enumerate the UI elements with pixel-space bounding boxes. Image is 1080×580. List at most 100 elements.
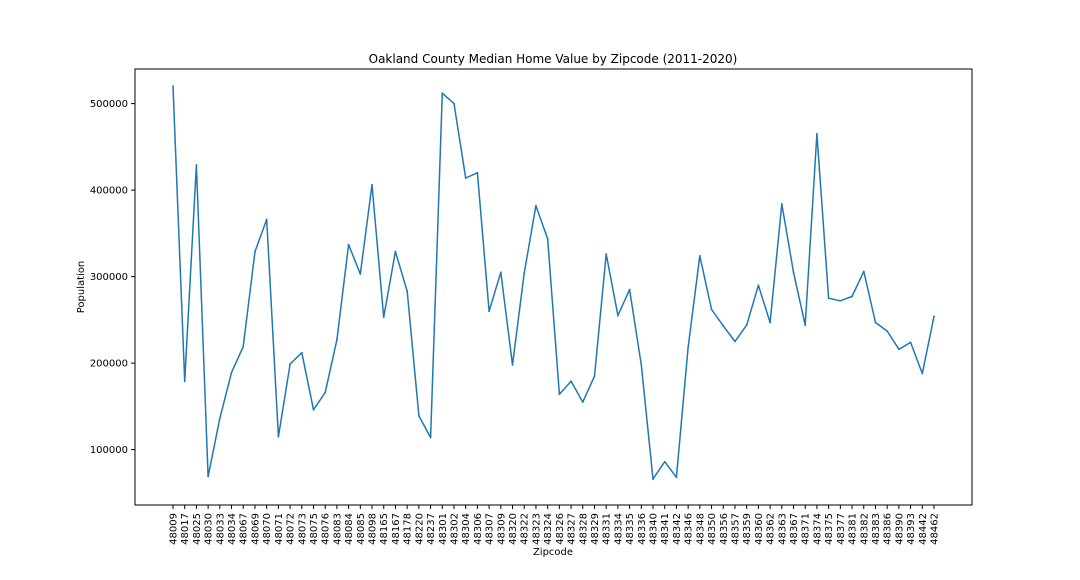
data-point — [183, 380, 186, 383]
x-tick-label: 48336 — [637, 513, 648, 545]
x-tick-label: 48340 — [649, 513, 660, 545]
data-point — [769, 321, 771, 324]
x-tick-label: 48383 — [871, 513, 882, 545]
data-point — [874, 321, 877, 324]
x-tick-label: 48075 — [309, 513, 320, 545]
x-tick-label: 48084 — [344, 513, 355, 545]
x-tick-label: 48306 — [473, 513, 484, 545]
data-point — [441, 92, 444, 95]
data-point — [195, 164, 198, 166]
series-group — [172, 85, 935, 480]
y-axis-ticks: 100000 200000 300000 400000 500000 — [90, 99, 135, 456]
data-point — [933, 315, 935, 318]
x-tick-label: 48033 — [215, 513, 226, 545]
x-tick-label: 48301 — [438, 513, 449, 545]
data-point — [312, 408, 315, 411]
data-point — [277, 435, 280, 438]
data-point — [605, 253, 608, 256]
x-tick-label: 48307 — [485, 513, 496, 545]
y-tick-label: 500000 — [90, 99, 128, 110]
data-point — [453, 102, 455, 105]
data-point — [687, 346, 690, 349]
x-tick-label: 48359 — [742, 513, 753, 545]
x-tick-label: 48371 — [801, 513, 812, 545]
chart-title: Oakland County Median Home Value by Zipc… — [369, 52, 738, 66]
x-tick-label: 48357 — [730, 513, 741, 545]
data-point — [897, 348, 900, 351]
data-point — [265, 218, 268, 221]
x-tick-label: 48393 — [906, 513, 917, 545]
plot-frame — [134, 68, 973, 506]
x-tick-label: 48323 — [531, 513, 542, 545]
data-point — [336, 338, 338, 341]
x-tick-label: 48167 — [391, 513, 402, 545]
x-tick-label: 48377 — [836, 513, 847, 545]
x-tick-label: 48390 — [894, 513, 905, 545]
data-point — [652, 478, 654, 480]
x-tick-label: 48237 — [426, 513, 437, 545]
x-tick-label: 48302 — [449, 513, 460, 545]
data-point — [816, 132, 818, 135]
data-point — [218, 417, 221, 420]
x-tick-label: 48362 — [766, 513, 777, 545]
y-tick-label: 200000 — [90, 359, 128, 370]
data-point — [464, 177, 467, 179]
y-axis-label: Population — [76, 261, 87, 314]
data-point — [616, 314, 619, 317]
x-tick-label: 48442 — [918, 513, 929, 545]
x-tick-label: 48034 — [227, 513, 238, 545]
data-point — [570, 380, 572, 383]
x-tick-label: 48342 — [672, 513, 683, 545]
x-tick-label: 48324 — [543, 513, 554, 545]
x-tick-label: 48304 — [461, 513, 472, 545]
data-point — [300, 351, 303, 354]
data-point — [371, 184, 373, 186]
data-point — [289, 363, 291, 365]
data-point — [710, 308, 713, 311]
x-tick-label: 48073 — [297, 513, 308, 545]
x-tick-label: 48083 — [332, 513, 343, 545]
x-tick-label: 48098 — [368, 513, 379, 545]
data-point — [499, 271, 502, 274]
x-tick-label: 48334 — [613, 513, 624, 545]
y-tick-label: 100000 — [90, 445, 128, 456]
x-tick-label: 48076 — [321, 513, 332, 545]
data-point — [628, 288, 631, 291]
data-point — [593, 375, 596, 378]
x-tick-label: 48085 — [356, 513, 367, 545]
x-tick-label: 48367 — [789, 513, 800, 545]
data-point — [230, 371, 233, 374]
data-point — [734, 340, 736, 343]
data-point — [382, 316, 385, 319]
x-tick-label: 48220 — [414, 513, 425, 545]
y-tick-label: 400000 — [90, 186, 128, 197]
data-point — [406, 290, 409, 293]
x-tick-label: 48328 — [578, 513, 589, 545]
data-point — [394, 250, 397, 253]
data-point — [722, 325, 725, 327]
data-point — [417, 414, 420, 417]
data-point — [558, 393, 561, 396]
series-line — [172, 86, 935, 480]
data-point — [804, 324, 807, 326]
x-tick-label: 48335 — [625, 513, 636, 545]
x-tick-label: 48350 — [707, 513, 718, 545]
x-tick-label: 48030 — [204, 513, 215, 545]
x-tick-label: 48009 — [169, 513, 180, 545]
x-tick-label: 48327 — [567, 513, 578, 545]
data-point — [207, 475, 210, 478]
x-tick-label: 48309 — [496, 513, 507, 545]
x-tick-label: 48165 — [379, 513, 390, 545]
x-tick-label: 48326 — [555, 513, 566, 545]
data-point — [511, 363, 514, 366]
x-tick-label: 48322 — [520, 513, 531, 545]
data-point — [640, 363, 643, 366]
x-tick-label: 48178 — [403, 513, 414, 545]
data-point — [698, 254, 701, 257]
data-point — [909, 341, 912, 344]
data-point — [359, 273, 362, 275]
data-point — [581, 401, 584, 403]
data-point — [839, 299, 842, 302]
